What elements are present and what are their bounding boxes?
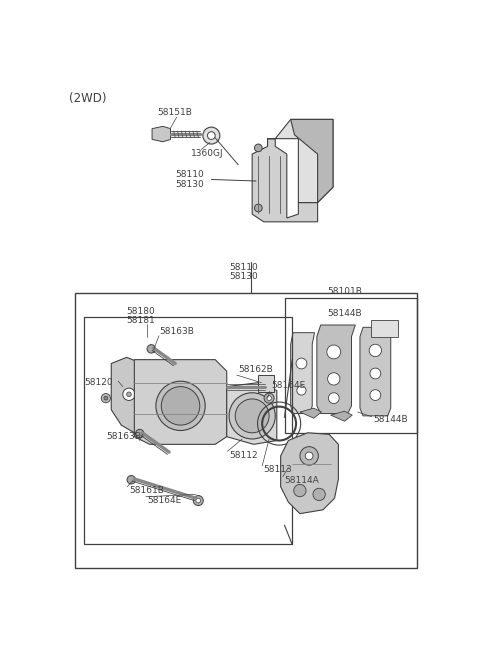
Polygon shape — [134, 360, 227, 444]
Text: 58162B: 58162B — [238, 365, 273, 374]
Circle shape — [313, 488, 325, 500]
Circle shape — [104, 396, 108, 400]
Polygon shape — [252, 139, 318, 222]
Bar — [84, 317, 292, 544]
Polygon shape — [227, 383, 277, 444]
Bar — [258, 375, 275, 392]
Polygon shape — [267, 119, 333, 202]
Circle shape — [370, 368, 381, 379]
Circle shape — [156, 381, 205, 430]
Circle shape — [123, 388, 135, 400]
Text: 58112: 58112 — [229, 451, 258, 460]
Circle shape — [193, 496, 203, 506]
Circle shape — [147, 345, 156, 353]
Text: 58144B: 58144B — [373, 415, 408, 424]
Text: 58113: 58113 — [264, 465, 292, 474]
Text: 58114A: 58114A — [285, 476, 319, 485]
Circle shape — [254, 204, 262, 212]
Circle shape — [370, 390, 381, 400]
Circle shape — [207, 132, 215, 140]
Text: 58110: 58110 — [229, 263, 258, 272]
Circle shape — [135, 429, 144, 438]
Text: 58151B: 58151B — [157, 108, 192, 117]
Text: 58180: 58180 — [127, 307, 156, 316]
Circle shape — [229, 393, 275, 439]
Polygon shape — [291, 119, 333, 202]
Polygon shape — [281, 433, 338, 514]
Circle shape — [101, 394, 110, 403]
Circle shape — [328, 373, 340, 385]
Circle shape — [196, 498, 201, 503]
Text: 58120: 58120 — [84, 378, 113, 387]
Circle shape — [161, 386, 200, 425]
Text: 58130: 58130 — [229, 272, 258, 281]
Circle shape — [127, 476, 135, 484]
Text: 58163B: 58163B — [106, 432, 141, 441]
Circle shape — [264, 393, 274, 403]
Text: 58181: 58181 — [127, 316, 156, 325]
Polygon shape — [300, 408, 322, 418]
Polygon shape — [317, 325, 355, 413]
Circle shape — [328, 393, 339, 403]
Circle shape — [327, 345, 341, 359]
Circle shape — [127, 392, 131, 397]
Polygon shape — [371, 320, 398, 337]
Text: 58161B: 58161B — [129, 486, 164, 495]
Polygon shape — [291, 333, 314, 413]
Text: 58164E: 58164E — [271, 381, 306, 390]
Text: (2WD): (2WD) — [69, 92, 107, 105]
Text: 58164E: 58164E — [147, 496, 182, 505]
Text: 58110: 58110 — [175, 170, 204, 179]
Bar — [75, 293, 417, 569]
Polygon shape — [152, 126, 170, 141]
Text: 58101B: 58101B — [327, 288, 362, 297]
Polygon shape — [331, 411, 352, 421]
Circle shape — [305, 452, 313, 460]
Circle shape — [254, 144, 262, 152]
Circle shape — [297, 386, 306, 395]
Text: 58163B: 58163B — [160, 327, 194, 335]
Polygon shape — [360, 328, 394, 416]
Circle shape — [203, 127, 220, 144]
Text: 58130: 58130 — [175, 179, 204, 189]
Circle shape — [300, 447, 318, 465]
Circle shape — [235, 399, 269, 433]
Polygon shape — [111, 358, 150, 433]
Circle shape — [296, 358, 307, 369]
Text: 58144B: 58144B — [327, 309, 361, 318]
Circle shape — [294, 485, 306, 496]
Text: 1360GJ: 1360GJ — [191, 149, 223, 158]
Circle shape — [267, 396, 271, 400]
Bar — [285, 298, 417, 433]
Circle shape — [369, 345, 382, 356]
